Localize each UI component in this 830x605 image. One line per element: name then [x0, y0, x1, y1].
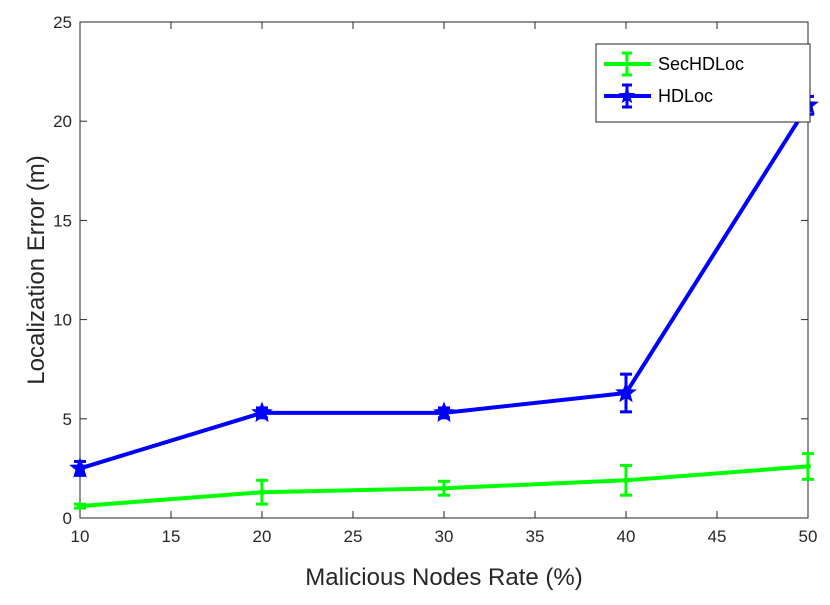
x-tick-label: 25 — [344, 527, 363, 546]
y-tick-label: 20 — [53, 112, 72, 131]
x-tick-label: 50 — [799, 527, 818, 546]
y-tick-label: 15 — [53, 211, 72, 230]
x-tick-label: 30 — [435, 527, 454, 546]
data-point-star — [615, 381, 637, 403]
series-sechdloc — [74, 452, 814, 510]
y-axis-label: Localization Error (m) — [23, 155, 50, 384]
x-tick-label: 35 — [526, 527, 545, 546]
x-tick-label: 20 — [253, 527, 272, 546]
x-tick-label: 40 — [617, 527, 636, 546]
data-point-star — [69, 456, 91, 478]
legend-label: SecHDLoc — [658, 54, 744, 74]
data-point — [805, 463, 811, 470]
legend-marker-star — [618, 87, 636, 104]
y-tick-label: 5 — [63, 410, 72, 429]
axis-ticks: 10 15 20 25 30 35 40 45 50 0 5 10 15 20 25 — [53, 13, 817, 546]
y-tick-label: 25 — [53, 13, 72, 32]
x-tick-label: 10 — [71, 527, 90, 546]
legend-label: HDLoc — [658, 86, 713, 106]
x-tick-label: 15 — [162, 527, 181, 546]
legend-item-hdloc: HDLoc — [604, 83, 713, 109]
x-axis-label: Malicious Nodes Rate (%) — [305, 564, 582, 591]
legend-item-sechdloc: SecHDLoc — [604, 51, 744, 77]
data-point-star — [433, 401, 455, 423]
data-point — [623, 477, 629, 484]
data-point — [77, 503, 83, 510]
data-point-star — [251, 401, 273, 423]
legend: SecHDLoc HDLoc — [595, 43, 811, 123]
x-tick-label: 45 — [708, 527, 727, 546]
data-point — [259, 489, 265, 496]
legend-box — [595, 43, 811, 123]
y-tick-label: 0 — [63, 509, 72, 528]
y-tick-label: 10 — [53, 311, 72, 330]
data-point — [441, 485, 447, 492]
